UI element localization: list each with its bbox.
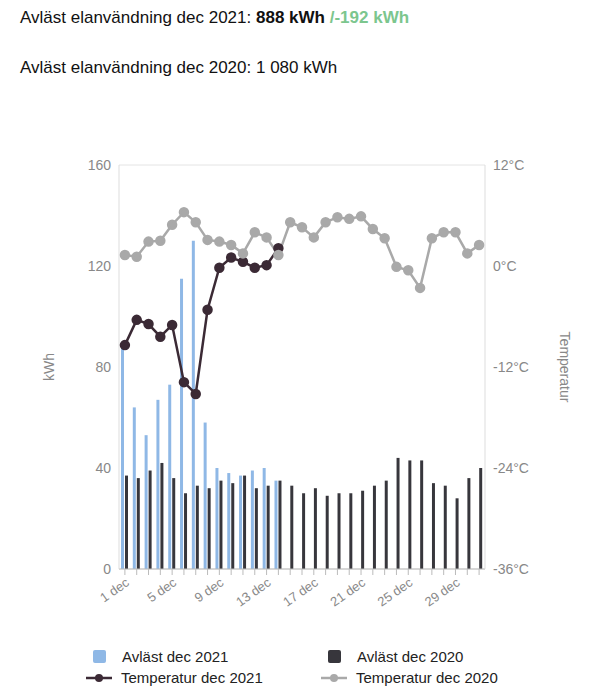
svg-text:Temperatur: Temperatur xyxy=(557,332,573,403)
html-text:Avläst elanvändning dec 2020:: Avläst elanvändning dec 2020: 1 080 kWh xyxy=(20,58,338,77)
svg-text:29 dec: 29 dec xyxy=(422,574,463,609)
html-text:Avläst elanvändning dec 2021:: Avläst elanvändning dec 2021: 888 kWh /-… xyxy=(20,8,410,27)
svg-text:9 dec: 9 dec xyxy=(192,574,227,605)
html-text:Avläst dec 2021: Avläst dec 2021 xyxy=(122,648,229,665)
svg-text:13 dec: 13 dec xyxy=(233,574,274,609)
svg-text:-12°C: -12°C xyxy=(493,359,529,375)
svg-text:5 dec: 5 dec xyxy=(144,574,179,605)
svg-text:-24°C: -24°C xyxy=(493,460,529,476)
svg-text:17 dec: 17 dec xyxy=(280,574,321,609)
svg-text:1 dec: 1 dec xyxy=(97,574,132,605)
svg-text:25 dec: 25 dec xyxy=(375,574,416,609)
html-text:Temperatur dec 2021: Temperatur dec 2021 xyxy=(121,669,263,686)
svg-text:0: 0 xyxy=(103,561,111,577)
svg-text:40: 40 xyxy=(95,460,111,476)
html-text:Avläst dec 2020: Avläst dec 2020 xyxy=(357,648,464,665)
svg-text:-36°C: -36°C xyxy=(493,561,529,577)
svg-text:21 dec: 21 dec xyxy=(327,574,368,609)
svg-text:80: 80 xyxy=(95,359,111,375)
svg-text:12°C: 12°C xyxy=(493,157,524,173)
svg-text:0°C: 0°C xyxy=(493,258,517,274)
svg-text:160: 160 xyxy=(88,157,112,173)
svg-text:kWh: kWh xyxy=(41,353,57,381)
svg-text:120: 120 xyxy=(88,258,112,274)
html-text:Temperatur dec 2020: Temperatur dec 2020 xyxy=(356,669,498,686)
